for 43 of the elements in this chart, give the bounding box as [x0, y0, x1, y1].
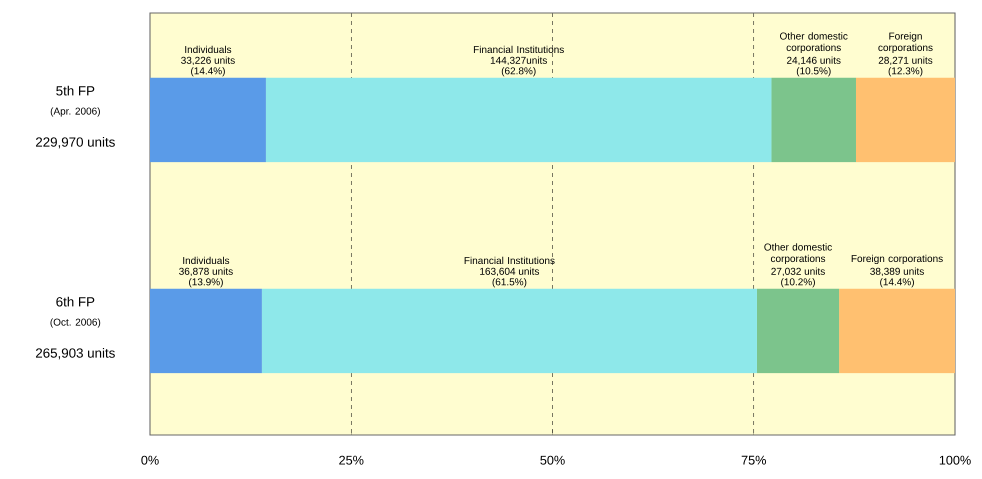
annotation: 163,604 units: [480, 268, 540, 276]
bar: [150, 78, 266, 162]
bar: [856, 78, 956, 162]
bar: [756, 288, 840, 374]
text: Other domestic corporations: [780, 32, 848, 54]
data-label: (14.4%): [191, 67, 225, 76]
annotation: 36,878 units: [179, 268, 233, 276]
annotation: 33,226 units: [181, 56, 235, 66]
data-label: (12.3%): [888, 67, 922, 76]
annotation: 27,032 units: [771, 268, 825, 276]
x-tick-label: 50%: [540, 456, 565, 465]
x-tick-label: 25%: [339, 456, 364, 465]
text: 229,970 units: [36, 136, 115, 148]
bar: [839, 288, 956, 374]
bar: [266, 78, 772, 162]
text: (Oct. 2006): [50, 318, 100, 328]
bar: [150, 288, 262, 374]
text: Financial Institutions: [464, 256, 555, 264]
text: Foreign corporations: [878, 32, 933, 54]
text: Individuals: [185, 46, 232, 54]
annotation: 28,271 units: [878, 56, 932, 66]
text: Financial Institutions: [474, 46, 564, 54]
annotation: 144,327units: [490, 56, 547, 66]
text: Foreign corporations: [852, 254, 943, 264]
text: Other domestic corporations: [764, 243, 832, 264]
bar: [771, 78, 856, 162]
text: Individuals: [183, 256, 230, 264]
text: (Apr. 2006): [50, 107, 100, 117]
text: 265,903 units: [36, 348, 115, 360]
data-label: (13.9%): [189, 278, 223, 288]
data-label: (10.5%): [796, 67, 831, 76]
data-label: (14.4%): [880, 278, 914, 288]
data-label: (61.5%): [492, 278, 526, 288]
x-tick-label: 75%: [742, 456, 766, 465]
data-label: (10.2%): [781, 278, 815, 288]
y-tick-label: 6th FP: [56, 296, 94, 307]
annotation: 38,389 units: [870, 268, 924, 276]
annotation: 24,146 units: [786, 56, 841, 66]
y-tick-label: 5th FP: [56, 86, 94, 96]
x-tick-label: 0%: [141, 456, 159, 465]
bar: [262, 288, 757, 374]
x-tick-label: 100%: [940, 456, 971, 465]
data-label: (62.8%): [502, 67, 536, 76]
